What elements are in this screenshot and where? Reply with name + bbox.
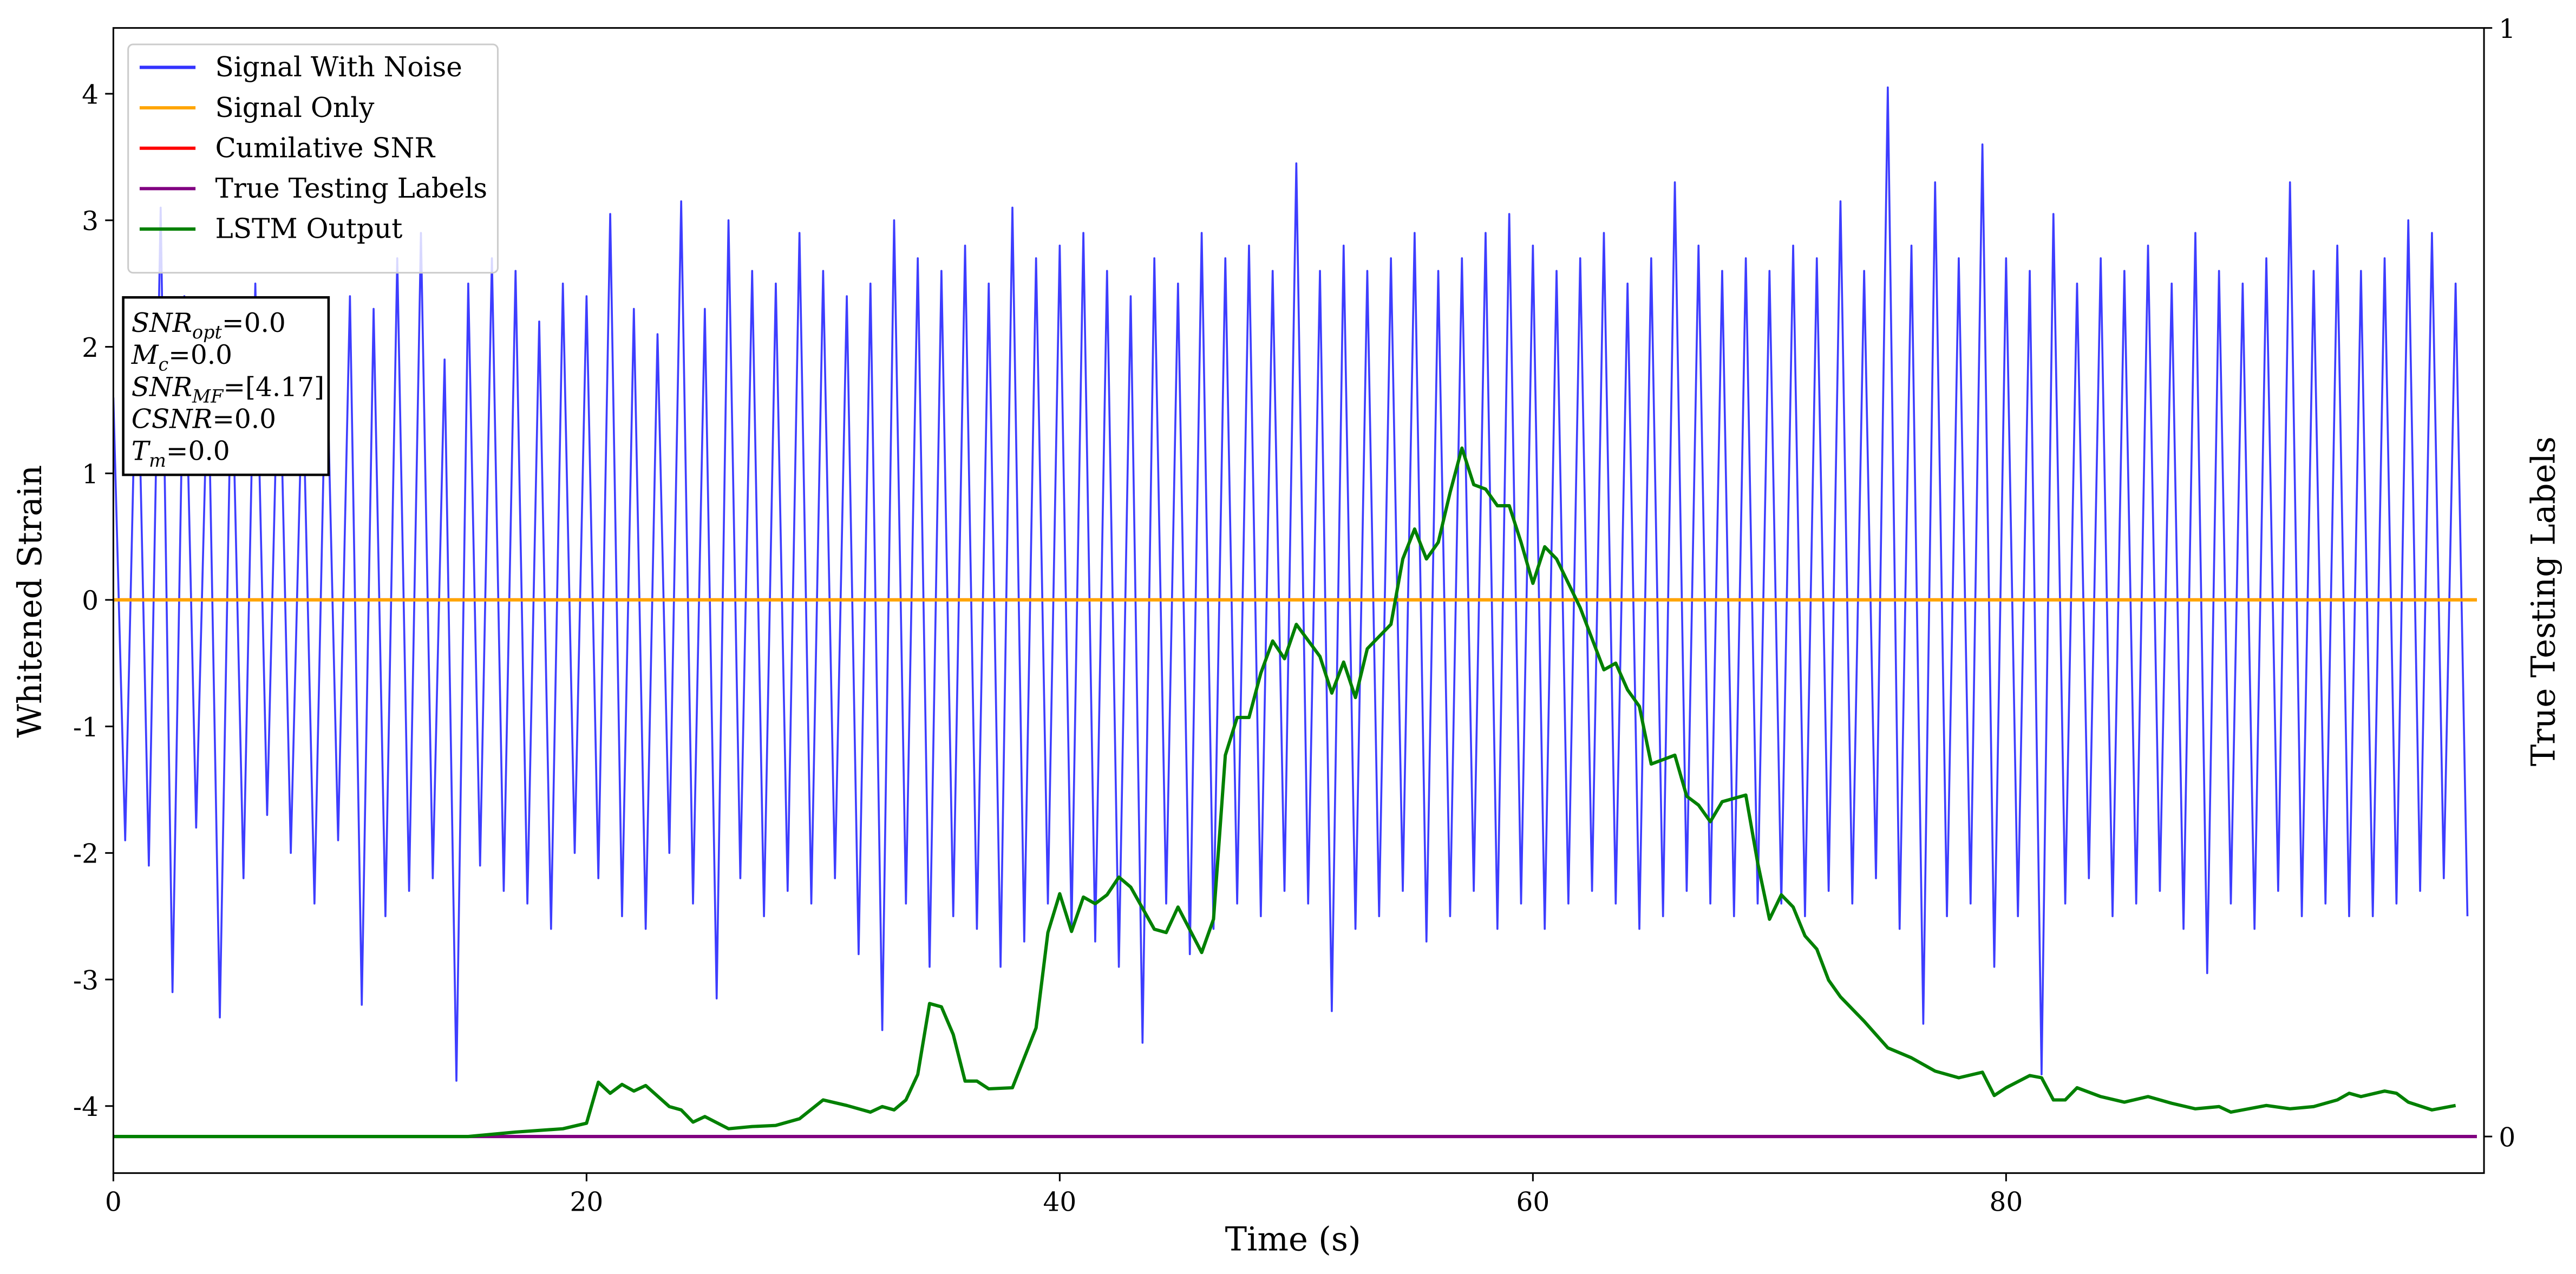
annotation-line: CSNR=0.0	[132, 404, 276, 435]
y-tick-label: 1	[82, 459, 99, 489]
legend-label: Signal Only	[215, 92, 375, 123]
y2-tick-label: 0	[2499, 1122, 2515, 1153]
legend-label: True Testing Labels	[215, 173, 488, 204]
legend-label: LSTM Output	[215, 213, 403, 245]
x-tick-label: 60	[1516, 1187, 1549, 1217]
legend-label: Cumilative SNR	[215, 132, 436, 164]
annotation-line: SNRMF=[4.17]	[132, 372, 324, 407]
annotation-value: =0.0	[168, 340, 232, 370]
plot-area	[113, 86, 2477, 1139]
y-axis-label: Whitened Strain	[11, 465, 49, 738]
annotation-line: SNRopt=0.0	[132, 308, 286, 343]
y-tick-label: -1	[73, 713, 99, 743]
y-tick-label: 2	[82, 333, 99, 363]
annotation-symbol: CSNR	[132, 404, 212, 435]
y-tick-label: 4	[82, 80, 99, 110]
annotation-box: SNRopt=0.0Mc=0.0SNRMF=[4.17]CSNR=0.0Tm=0…	[122, 296, 330, 476]
annotation-subscript: m	[149, 450, 166, 471]
series-line	[113, 86, 2469, 1082]
y-tick-label: -4	[73, 1092, 99, 1122]
annotation-symbol: SNR	[132, 308, 192, 338]
annotation-subscript: opt	[192, 322, 222, 343]
annotation-value: =0.0	[212, 404, 276, 435]
annotation-frame	[122, 296, 330, 476]
series-line	[113, 446, 2456, 1139]
y2-tick-label: 1	[2499, 14, 2515, 44]
annotation-subscript: MF	[192, 386, 224, 407]
y-tick-label: -2	[73, 839, 99, 870]
annotation-symbol: M	[131, 340, 159, 370]
annotation-line: Tm=0.0	[132, 436, 230, 471]
y-tick-label: 0	[82, 586, 99, 616]
annotation-symbol: T	[132, 436, 151, 467]
annotation-value: =[4.17]	[223, 372, 324, 402]
annotation-symbol: SNR	[132, 372, 192, 402]
x-tick-label: 80	[1989, 1187, 2023, 1217]
x-axis-label: Time (s)	[1225, 1220, 1361, 1258]
y-tick-label: -3	[73, 965, 99, 996]
annotation-line: Mc=0.0	[131, 340, 232, 375]
y2-axis-label: True Testing Labels	[2525, 436, 2563, 766]
annotation-subscript: c	[158, 354, 168, 375]
legend-label: Signal With Noise	[215, 51, 462, 83]
x-tick-label: 20	[570, 1187, 603, 1217]
annotation-value: =0.0	[222, 308, 286, 338]
legend-frame	[127, 43, 499, 274]
x-tick-label: 40	[1043, 1187, 1076, 1217]
legend: Signal With Noise Signal Only Cumilative S…	[127, 43, 499, 274]
y-tick-label: 3	[82, 206, 99, 237]
x-tick-label: 0	[105, 1187, 122, 1217]
annotation-value: =0.0	[166, 436, 230, 467]
